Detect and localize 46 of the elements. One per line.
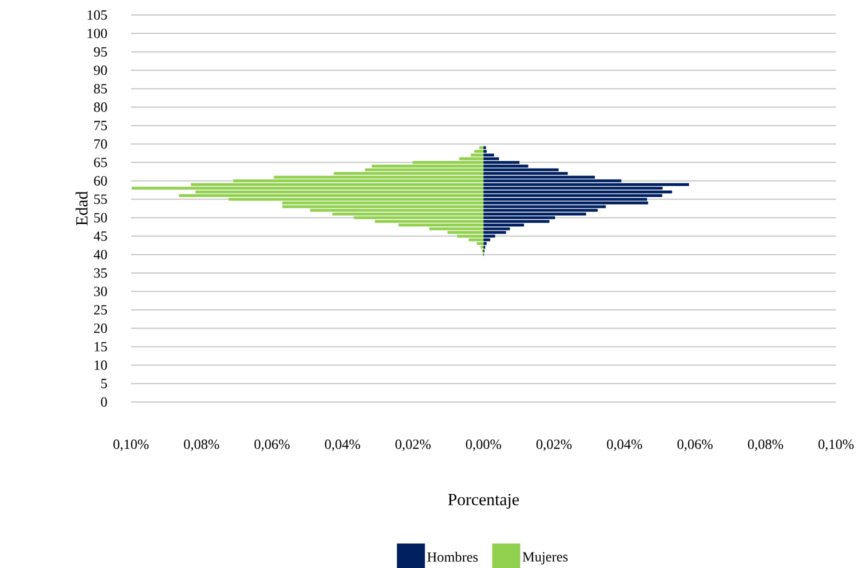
y-tick-label: 25	[94, 305, 107, 315]
x-tick-label: 0,10%	[818, 440, 854, 451]
bar	[178, 194, 484, 198]
y-tick-label: 35	[94, 268, 107, 278]
y-tick-label: 105	[88, 10, 107, 20]
y-axis-title: Edad	[76, 191, 88, 226]
bar	[282, 205, 484, 208]
y-tick-label: 60	[94, 176, 107, 186]
bar	[474, 150, 484, 153]
y-tick-label: 75	[94, 120, 107, 130]
y-tick-label: 30	[94, 286, 107, 296]
y-tick-label: 85	[94, 84, 107, 94]
y-tick-label: 100	[88, 28, 107, 38]
x-tick-label: 0,08%	[184, 440, 220, 451]
bar	[484, 231, 506, 234]
y-tick-label: 10	[94, 360, 107, 370]
y-tick-label: 45	[94, 231, 107, 241]
bar	[484, 183, 690, 186]
x-tick-label: 0,04%	[606, 440, 642, 451]
x-tick-label: 0,02%	[536, 440, 572, 451]
legend-label: Hombres	[427, 552, 478, 562]
y-tick-label: 40	[94, 250, 107, 260]
x-tick-label: 0,02%	[395, 440, 431, 451]
bar	[480, 246, 484, 249]
y-tick-label: 70	[94, 139, 107, 149]
bar	[484, 202, 648, 204]
y-tick-label: 0	[101, 397, 107, 407]
y-tick-label: 50	[94, 212, 107, 222]
x-axis-title: Porcentaje	[448, 494, 519, 509]
x-tick-label: 0,00%	[466, 440, 502, 451]
x-tick-label: 0,06%	[677, 440, 713, 451]
y-tick-label: 80	[94, 102, 107, 112]
y-tick-label: 95	[94, 47, 107, 57]
y-tick-label: 15	[94, 342, 107, 352]
y-tick-label: 65	[94, 158, 107, 168]
y-tick-label: 90	[94, 66, 107, 76]
x-tick-label: 0,10%	[113, 440, 149, 451]
legend-label: Mujeres	[522, 552, 568, 564]
bar	[484, 242, 487, 245]
x-tick-label: 0,04%	[324, 440, 360, 451]
x-tick-label: 0,06%	[254, 440, 290, 451]
bar	[484, 190, 672, 194]
y-tick-label: 20	[94, 324, 107, 334]
y-tick-label: 5	[101, 378, 107, 388]
x-tick-label: 0,08%	[748, 440, 784, 451]
y-tick-label: 55	[94, 194, 107, 204]
